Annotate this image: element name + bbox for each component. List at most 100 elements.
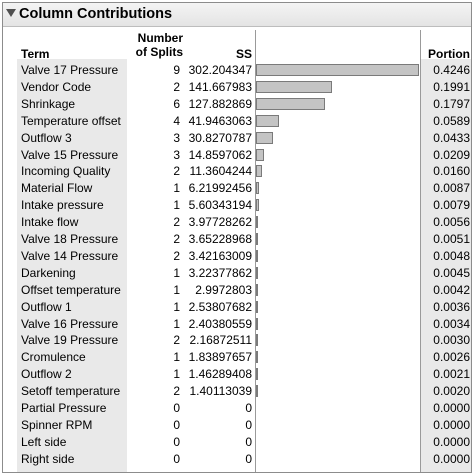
ss-cell: 5.60343194 (188, 198, 252, 213)
contribution-bar (256, 131, 273, 144)
splits-cell: 2 (173, 215, 180, 230)
splits-header-line1: Number (137, 31, 183, 45)
term-cell: Cromulence (21, 350, 86, 365)
ss-cell: 1.83897657 (188, 350, 252, 365)
portion-cell: 0.0026 (433, 350, 470, 365)
table-row[interactable]: Partial Pressure 0 0 0.0000 (3, 400, 471, 417)
contribution-bar (256, 266, 258, 279)
table-row[interactable]: Incoming Quality 2 11.3604244 0.0160 (3, 163, 471, 180)
table-row[interactable]: Intake flow 2 3.97728262 0.0056 (3, 214, 471, 231)
table-row[interactable]: Material Flow 1 6.21992456 0.0087 (3, 180, 471, 197)
ss-cell: 14.8597062 (188, 147, 252, 162)
portion-cell: 0.0000 (433, 417, 470, 432)
term-cell: Material Flow (21, 181, 93, 196)
table-row[interactable]: Valve 15 Pressure 3 14.8597062 0.0209 (3, 147, 471, 164)
splits-cell: 2 (173, 79, 180, 94)
portion-cell: 0.0051 (433, 232, 470, 246)
table-row[interactable]: Vendor Code 2 141.667983 0.1991 (3, 79, 471, 96)
term-column-shade (17, 59, 127, 472)
splits-cell: 9 (173, 63, 180, 77)
contribution-bar (256, 368, 258, 381)
splits-cell: 2 (173, 164, 180, 179)
column-contributions-panel: Column Contributions Term Number of Spli… (2, 2, 472, 473)
table-row[interactable]: Valve 14 Pressure 2 3.42163009 0.0048 (3, 248, 471, 265)
portion-cell: 0.0021 (433, 367, 470, 382)
ss-cell: 3.42163009 (188, 248, 252, 263)
term-cell: Shrinkage (21, 96, 76, 111)
ss-cell: 141.667983 (188, 79, 252, 94)
portion-cell: 0.4246 (433, 63, 470, 77)
ss-cell: 41.9463063 (188, 113, 252, 128)
term-cell: Valve 17 Pressure (21, 63, 119, 77)
contribution-bar (256, 385, 258, 398)
table-row[interactable]: Setoff temperature 2 1.40113039 0.0020 (3, 383, 471, 400)
ss-cell: 1.46289408 (188, 367, 252, 382)
table-row[interactable]: Shrinkage 6 127.882869 0.1797 (3, 96, 471, 113)
portion-cell: 0.0000 (433, 451, 470, 466)
portion-cell: 0.0030 (433, 333, 470, 348)
ss-cell: 0 (245, 434, 252, 449)
term-cell: Right side (21, 451, 75, 466)
term-cell: Outflow 1 (21, 299, 72, 314)
table-row[interactable]: Outflow 3 3 30.8270787 0.0433 (3, 130, 471, 147)
contribution-bar (256, 64, 419, 76)
contribution-bar (256, 165, 263, 178)
table-row[interactable]: Outflow 2 1 1.46289408 0.0021 (3, 366, 471, 383)
splits-cell: 1 (173, 198, 180, 213)
ss-cell: 3.97728262 (188, 215, 252, 230)
term-cell: Setoff temperature (21, 384, 121, 399)
portion-cell: 0.0034 (433, 316, 470, 331)
disclosure-triangle-icon[interactable] (6, 9, 16, 17)
splits-cell: 0 (173, 434, 180, 449)
panel-title: Column Contributions (19, 6, 173, 22)
table-row[interactable]: Right side 0 0 0.0000 (3, 451, 471, 468)
table-row[interactable]: Valve 18 Pressure 2 3.65228968 0.0051 (3, 231, 471, 248)
portion-cell: 0.0056 (433, 215, 470, 230)
table-row[interactable]: Darkening 1 3.22377862 0.0045 (3, 265, 471, 282)
table-row[interactable]: Spinner RPM 0 0 0.0000 (3, 417, 471, 434)
contribution-bar (256, 199, 260, 212)
ss-header: SS (235, 47, 252, 61)
term-cell: Valve 18 Pressure (21, 232, 119, 246)
ss-cell: 2.16872511 (189, 333, 252, 348)
contribution-bar (256, 97, 325, 110)
contribution-bar-frame (255, 30, 421, 472)
ss-cell: 3.65228968 (188, 232, 252, 246)
table-row[interactable]: Intake pressure 1 5.60343194 0.0079 (3, 197, 471, 214)
table-row[interactable]: Valve 17 Pressure 9 302.204347 0.4246 (3, 62, 471, 79)
term-cell: Offset temperature (21, 282, 121, 297)
splits-header-line2: of Splits (135, 45, 183, 59)
table-row[interactable]: Outflow 1 1 2.53807682 0.0036 (3, 299, 471, 316)
portion-cell: 0.0160 (433, 164, 470, 179)
portion-cell: 0.0000 (433, 434, 470, 449)
ss-cell: 302.204347 (188, 63, 252, 77)
ss-cell: 0 (245, 401, 252, 415)
table-row[interactable]: Temperature offset 4 41.9463063 0.0589 (3, 113, 471, 130)
term-cell: Valve 14 Pressure (21, 248, 119, 263)
splits-cell: 2 (173, 232, 180, 246)
ss-cell: 30.8270787 (188, 130, 252, 145)
splits-cell: 1 (173, 316, 180, 331)
portion-cell: 0.0433 (433, 130, 470, 145)
contribution-bar (256, 283, 258, 296)
portion-cell: 0.0045 (433, 265, 470, 280)
splits-cell: 2 (173, 384, 180, 399)
splits-cell: 1 (173, 181, 180, 196)
contribution-bar (256, 233, 258, 245)
portion-cell: 0.0020 (433, 384, 470, 399)
ss-cell: 0 (245, 451, 252, 466)
term-cell: Intake pressure (21, 198, 104, 213)
table-row[interactable]: Valve 16 Pressure 1 2.40380559 0.0034 (3, 316, 471, 333)
panel-title-bar[interactable]: Column Contributions (3, 3, 471, 27)
table-row[interactable]: Offset temperature 1 2.9972803 0.0042 (3, 282, 471, 299)
portion-header: Portion (428, 47, 470, 61)
term-cell: Intake flow (21, 215, 79, 230)
table-row[interactable]: Left side 0 0 0.0000 (3, 434, 471, 451)
table-row[interactable]: Cromulence 1 1.83897657 0.0026 (3, 349, 471, 366)
ss-cell: 2.53807682 (188, 299, 252, 314)
table-row[interactable]: Valve 19 Pressure 2 2.16872511 0.0030 (3, 332, 471, 349)
splits-cell: 2 (173, 248, 180, 263)
ss-cell: 3.22377862 (188, 265, 252, 280)
splits-cell: 1 (173, 282, 180, 297)
contribution-bar (256, 182, 260, 195)
